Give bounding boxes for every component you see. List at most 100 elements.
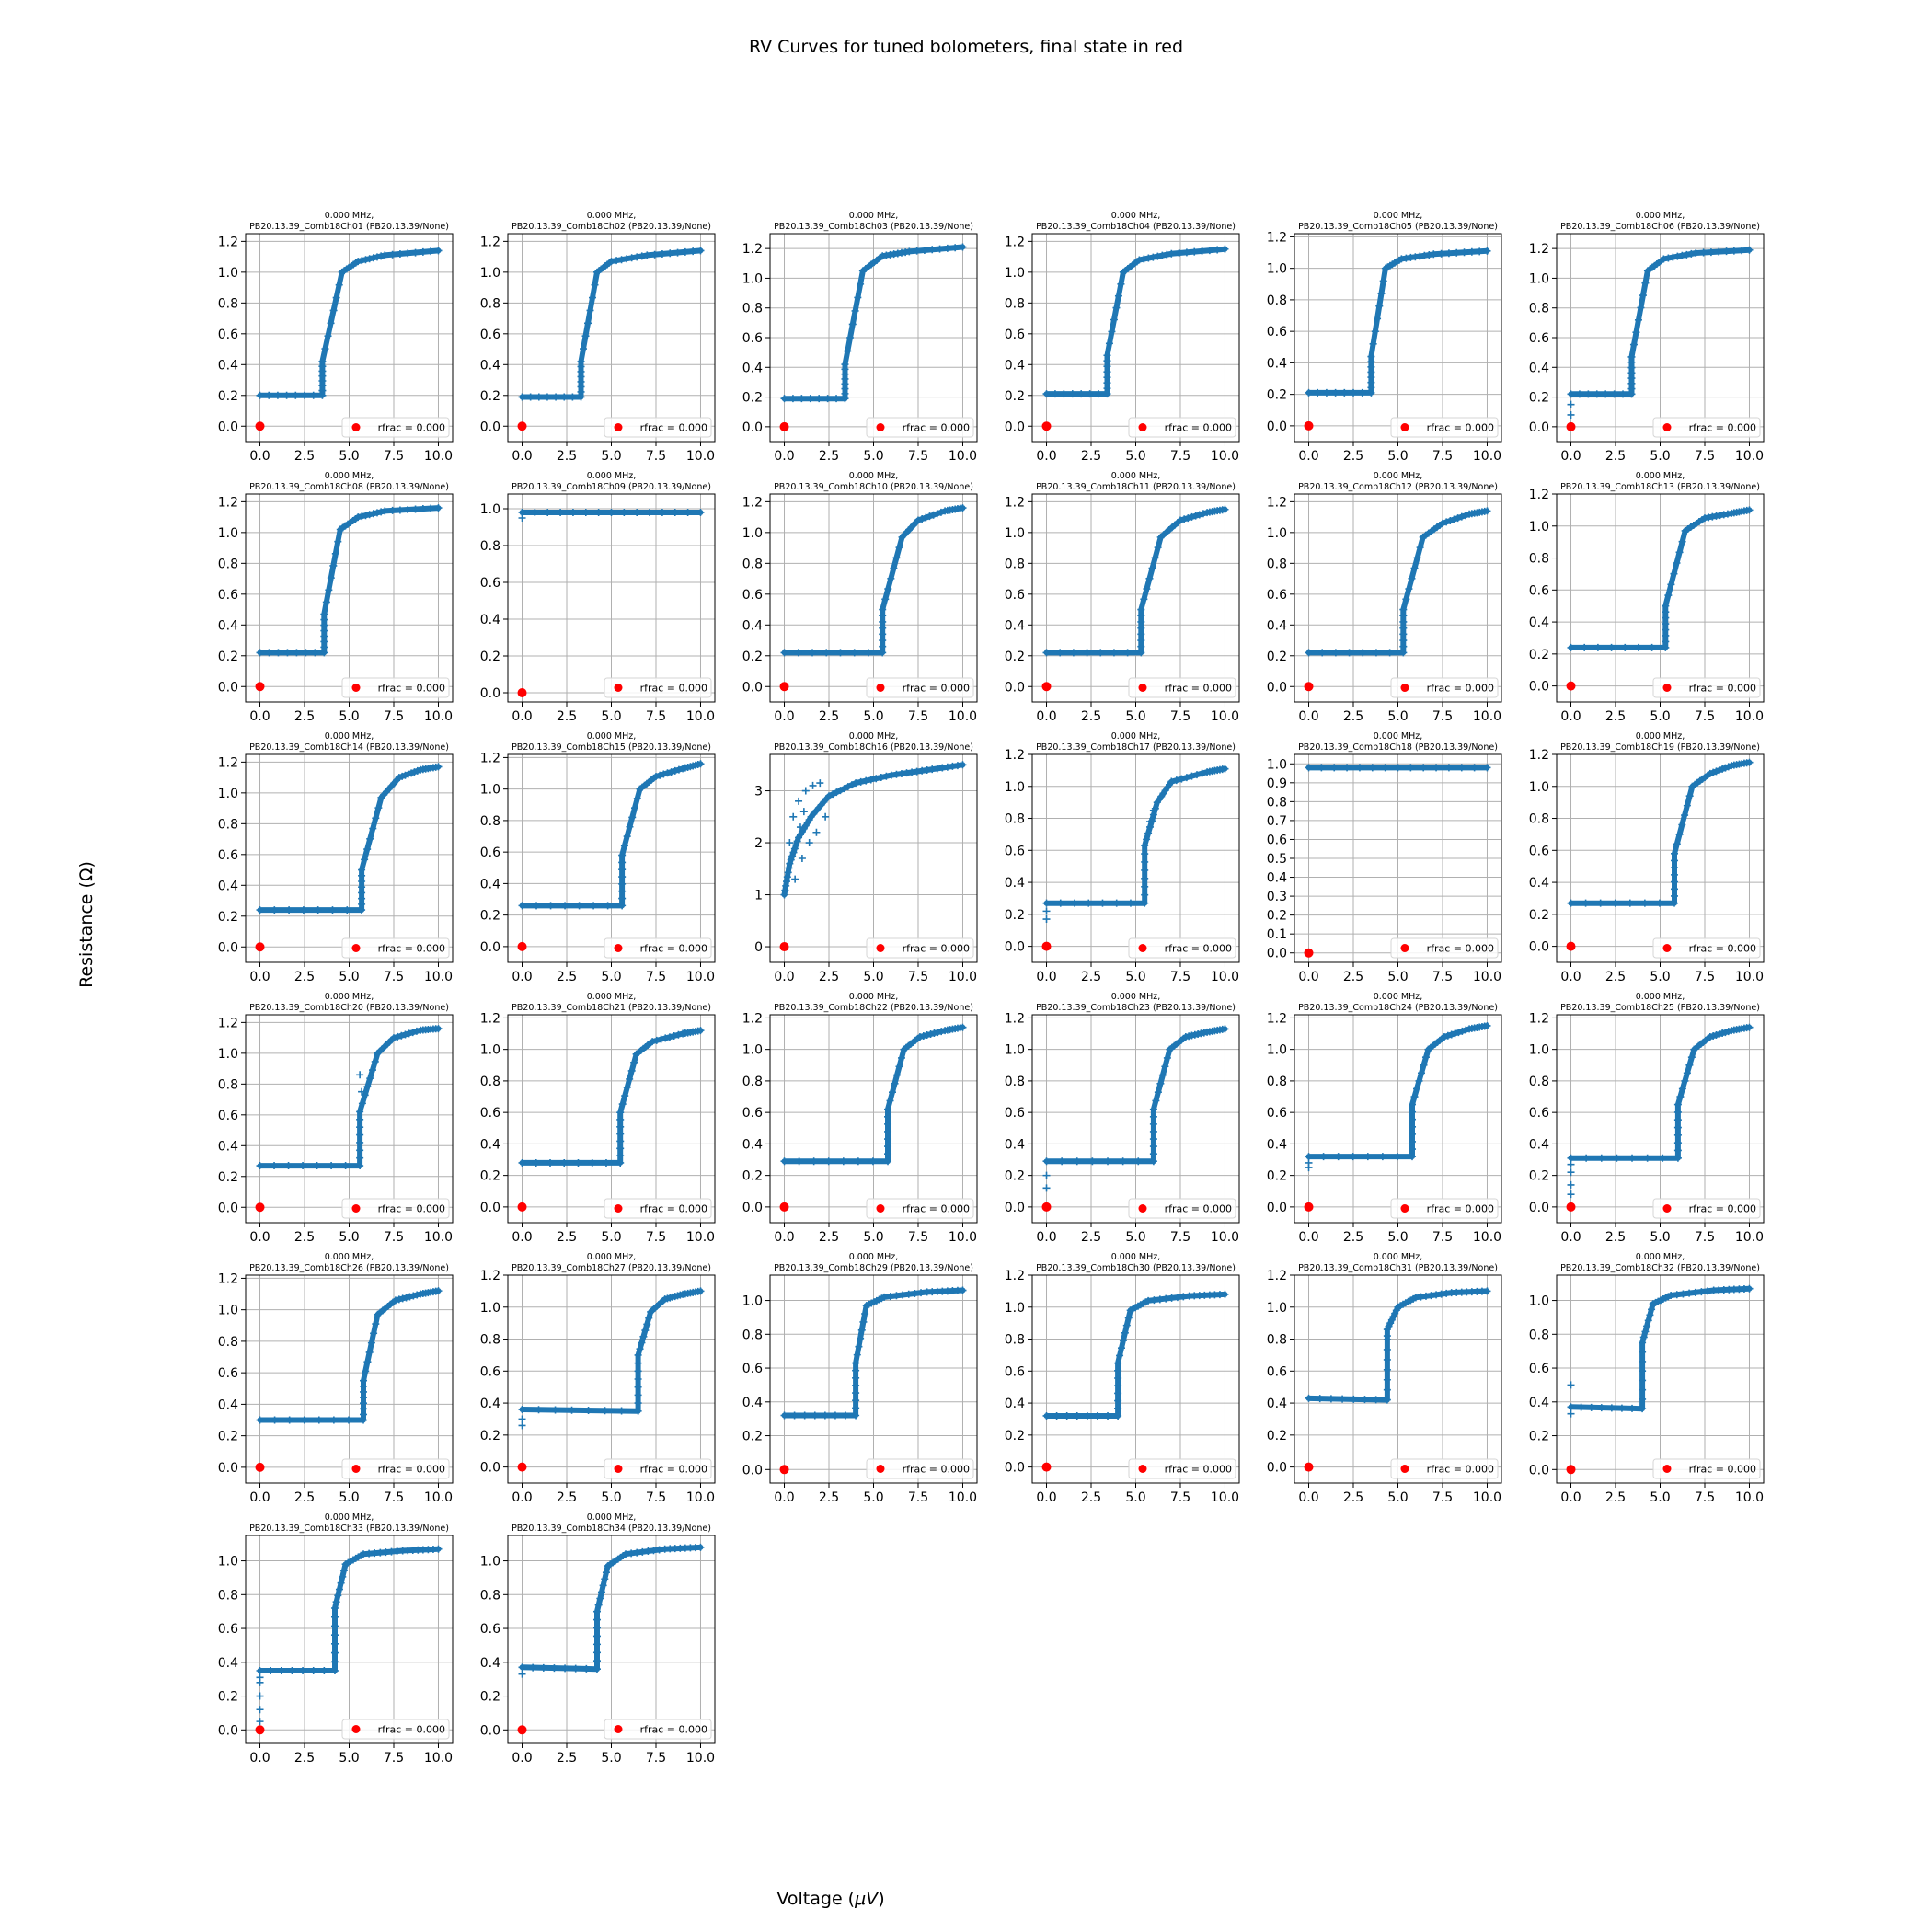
data-point: [787, 856, 795, 864]
data-point: [1098, 899, 1107, 907]
data-point: [320, 610, 328, 618]
x-tick-label: 5.0: [1387, 970, 1408, 984]
data-point: [1399, 624, 1408, 632]
data-point: [872, 775, 880, 783]
data-point: [1305, 388, 1313, 397]
data-point: [1158, 1071, 1167, 1079]
y-tick-label: 0.4: [1529, 361, 1549, 375]
data-point: [569, 393, 577, 401]
data-point: [396, 250, 404, 259]
data-point: [643, 251, 651, 259]
data-point: [795, 797, 803, 805]
data-point: [588, 1158, 596, 1167]
data-point: [852, 1359, 860, 1367]
data-point: [1350, 1395, 1358, 1403]
data-point: [651, 772, 660, 780]
y-tick-label: 0.0: [480, 686, 500, 701]
y-tick-label: 0.2: [218, 650, 238, 664]
subplot: 0.000 MHz,PB20.13.39_Comb18Ch13 (PB20.13…: [1529, 471, 1765, 724]
data-point: [575, 902, 583, 910]
data-point: [1567, 1154, 1575, 1162]
legend-box: [341, 417, 450, 438]
x-tick-label: 10.0: [1735, 1490, 1764, 1505]
y-tick-label: 1.2: [480, 751, 500, 765]
data-point: [368, 1066, 376, 1075]
x-tick-label: 7.5: [1432, 970, 1453, 984]
legend-label: rfrac = 0.000: [1165, 1203, 1232, 1215]
y-tick-label: 0.0: [742, 1201, 763, 1215]
data-point: [959, 243, 967, 251]
legend-label: rfrac = 0.000: [640, 422, 707, 434]
data-point: [1643, 1322, 1651, 1330]
data-point: [1681, 811, 1689, 820]
data-point: [1460, 248, 1468, 257]
data-point: [1350, 388, 1358, 397]
data-point: [330, 1613, 339, 1621]
final-state-point: [255, 1462, 265, 1472]
y-tick-label: 0.4: [218, 618, 238, 633]
subplot: 0.000 MHz,PB20.13.39_Comb18Ch23 (PB20.13…: [1005, 992, 1240, 1245]
x-tick-label: 2.5: [557, 1490, 577, 1505]
rv-markers: [1305, 247, 1491, 397]
y-tick-label: 1.2: [1529, 1011, 1549, 1026]
data-point: [434, 504, 443, 512]
data-point: [1042, 649, 1051, 657]
legend-marker: [614, 684, 623, 692]
data-point: [696, 1287, 705, 1295]
y-tick-label: 0.2: [1267, 650, 1287, 664]
subplot-title: PB20.13.39_Comb18Ch05 (PB20.13.39/None): [1298, 222, 1498, 232]
data-point: [1152, 1097, 1160, 1105]
data-point: [824, 1157, 833, 1166]
x-tick-label: 5.0: [601, 449, 621, 464]
x-tick-label: 7.5: [646, 709, 666, 724]
y-tick-label: 0.8: [1529, 812, 1549, 827]
data-point: [1483, 247, 1491, 255]
data-point: [1587, 1403, 1595, 1411]
legend-marker: [614, 1725, 623, 1733]
data-point: [265, 391, 273, 399]
subplot: 0.000 MHz,PB20.13.39_Comb18Ch15 (PB20.13…: [480, 731, 716, 984]
y-tick-label: 0.6: [742, 331, 763, 346]
data-point: [1137, 649, 1145, 657]
data-point: [1639, 1339, 1647, 1347]
data-point: [1667, 581, 1675, 589]
data-point: [372, 814, 380, 822]
data-point: [1483, 764, 1491, 772]
data-point: [1415, 1076, 1423, 1085]
legend-box: [341, 677, 450, 698]
data-point: [805, 839, 813, 847]
data-point: [1567, 1403, 1575, 1411]
subplot-title: PB20.13.39_Comb18Ch08 (PB20.13.39/None): [249, 482, 449, 492]
data-point: [905, 247, 914, 256]
legend-label: rfrac = 0.000: [378, 422, 445, 434]
x-tick-label: 7.5: [384, 709, 404, 724]
y-tick-label: 0.4: [1267, 618, 1287, 633]
data-point: [1567, 1180, 1575, 1189]
x-tick-label: 0.0: [249, 1230, 270, 1245]
rv-markers: [518, 247, 705, 401]
subplot: 0.000 MHz,PB20.13.39_Comb18Ch01 (PB20.13…: [218, 211, 454, 464]
legend-marker: [1138, 1204, 1147, 1213]
legend-label: rfrac = 0.000: [1427, 1464, 1494, 1476]
rv-markers: [256, 763, 443, 914]
data-point: [285, 1416, 293, 1424]
data-point: [327, 574, 335, 582]
data-point: [1567, 1409, 1575, 1418]
legend-box: [1128, 937, 1236, 959]
data-point: [782, 881, 790, 890]
data-point: [833, 395, 841, 403]
x-tick-label: 10.0: [424, 709, 453, 724]
y-tick-label: 0.4: [1267, 1397, 1287, 1411]
data-point: [853, 1351, 861, 1359]
data-point: [617, 1407, 626, 1415]
rv-markers: [780, 1286, 967, 1420]
legend-marker: [614, 1204, 623, 1213]
x-tick-label: 7.5: [384, 1230, 404, 1245]
data-point: [363, 1083, 372, 1091]
subplot-title: PB20.13.39_Comb18Ch22 (PB20.13.39/None): [774, 1003, 973, 1013]
data-point: [277, 1666, 285, 1674]
y-tick-label: 1.0: [742, 1294, 763, 1309]
data-point: [1314, 388, 1322, 397]
data-point: [1141, 899, 1149, 907]
data-point: [372, 1320, 380, 1328]
